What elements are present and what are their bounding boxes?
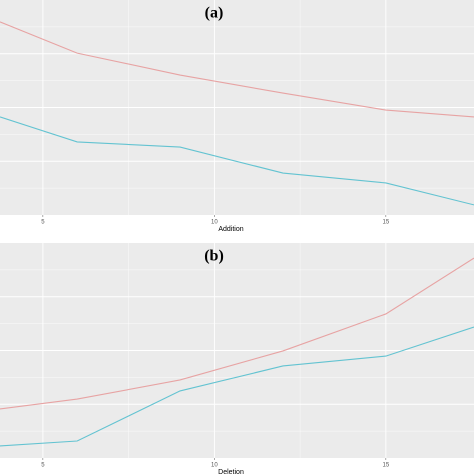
chart-title: (a) [205,5,224,22]
x-tick-label: 15 [383,463,390,469]
x-axis-label: Deletion [218,469,244,474]
x-tick-label: 5 [41,220,45,226]
x-tick-label: 10 [211,463,218,469]
line-series [0,326,474,447]
chart-title: (b) [204,248,224,265]
x-tick-label: 10 [211,220,218,226]
x-axis-label: Addition [218,226,243,233]
line-series [0,116,474,206]
x-tick-label: 15 [383,220,390,226]
line-series [0,257,474,410]
x-tick-label: 5 [41,463,45,469]
line-series [0,21,474,118]
